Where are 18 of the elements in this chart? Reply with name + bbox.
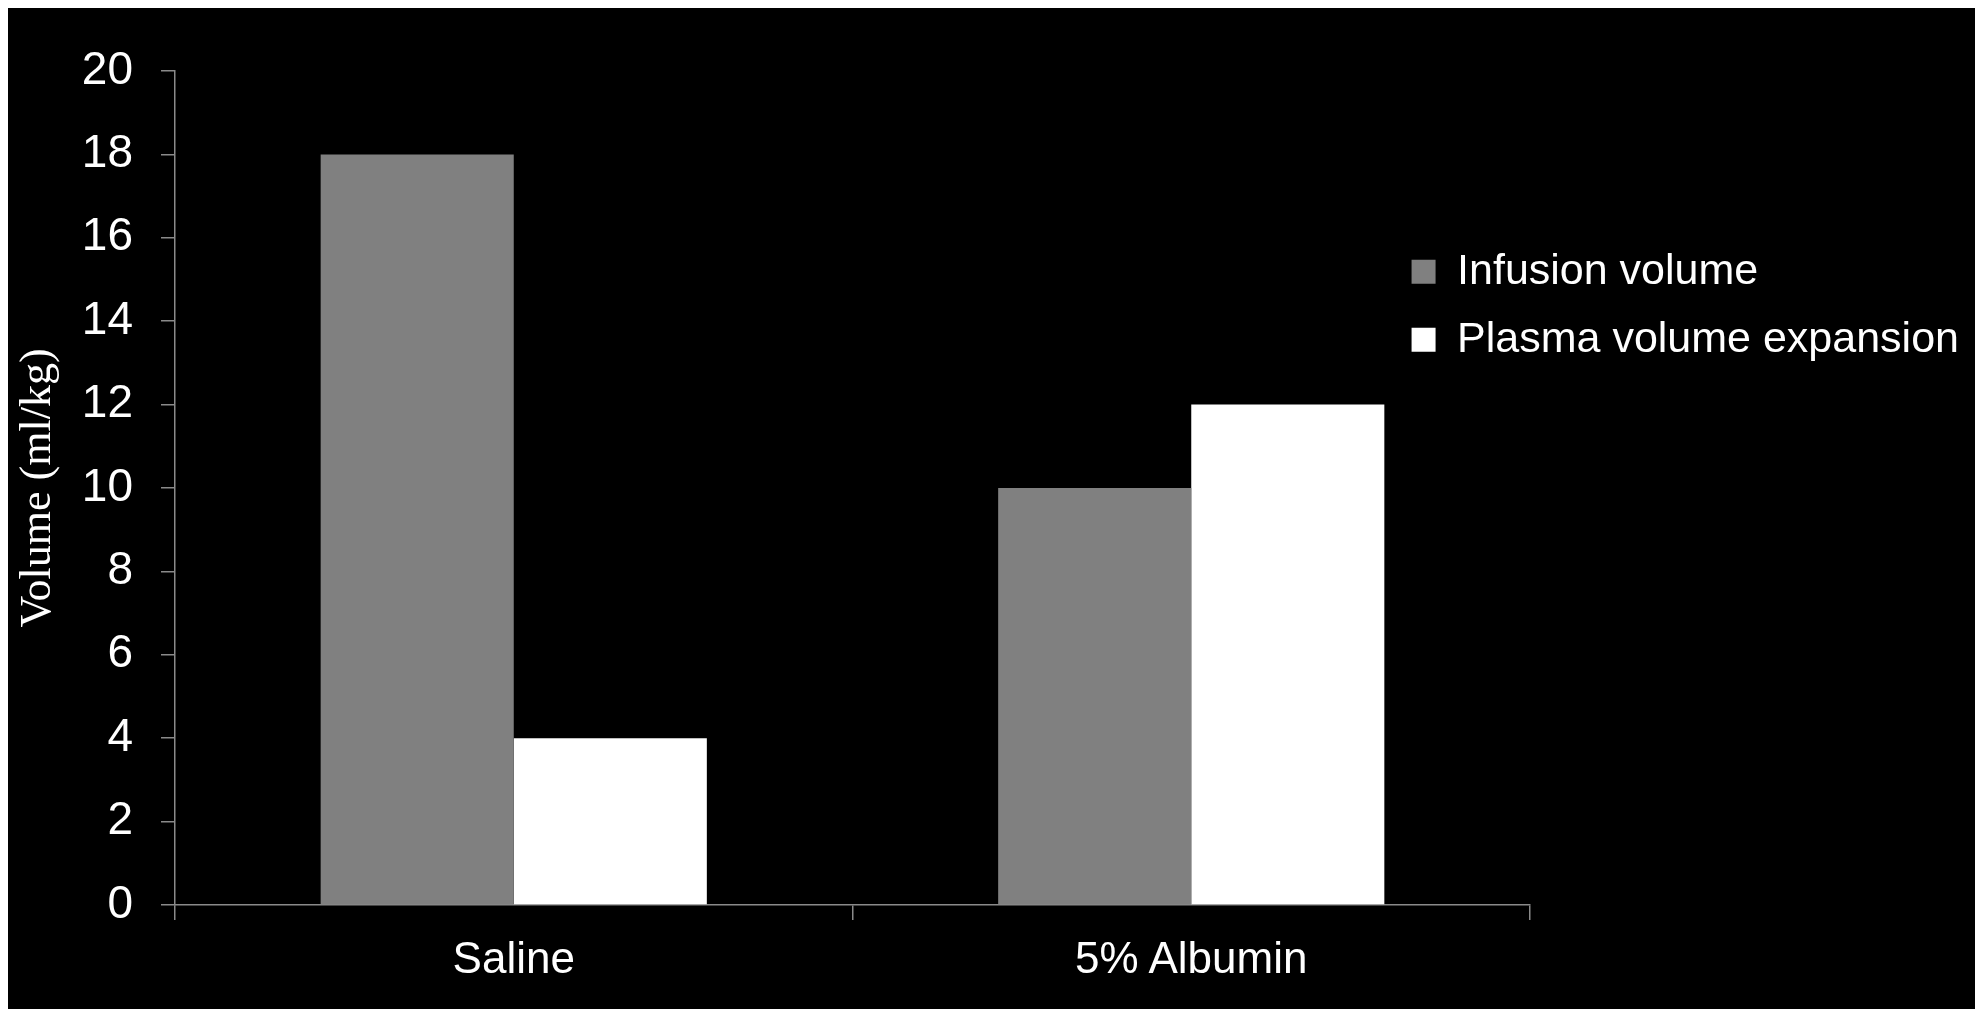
x-tick-label: 5% Albumin [1075,932,1308,982]
y-tick-label: 16 [81,208,133,261]
y-tick-label: 18 [81,125,133,178]
bar [1191,404,1385,905]
y-tick-label: 10 [81,458,133,511]
y-tick-label: 4 [107,708,133,761]
y-tick-label: 6 [107,625,133,678]
legend-label: Plasma volume expansion [1457,312,1959,361]
y-tick-label: 14 [81,291,133,344]
y-tick-label: 0 [107,875,133,928]
y-tick-label: 12 [81,375,133,428]
legend-label: Infusion volume [1457,244,1759,293]
bar [513,738,707,905]
y-axis-title: Volume (ml/kg) [10,348,60,628]
y-tick-label: 20 [81,41,133,94]
x-tick-label: Saline [452,932,575,982]
y-tick-label: 8 [107,542,133,595]
y-tick-label: 2 [107,792,133,845]
